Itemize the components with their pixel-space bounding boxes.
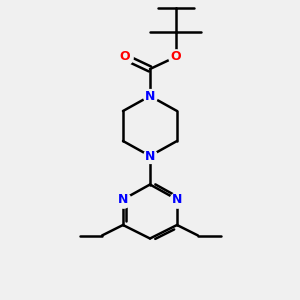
Text: N: N: [145, 89, 155, 103]
Text: N: N: [172, 193, 182, 206]
Text: O: O: [170, 50, 181, 64]
Text: N: N: [145, 149, 155, 163]
Text: O: O: [119, 50, 130, 64]
Text: N: N: [118, 193, 128, 206]
